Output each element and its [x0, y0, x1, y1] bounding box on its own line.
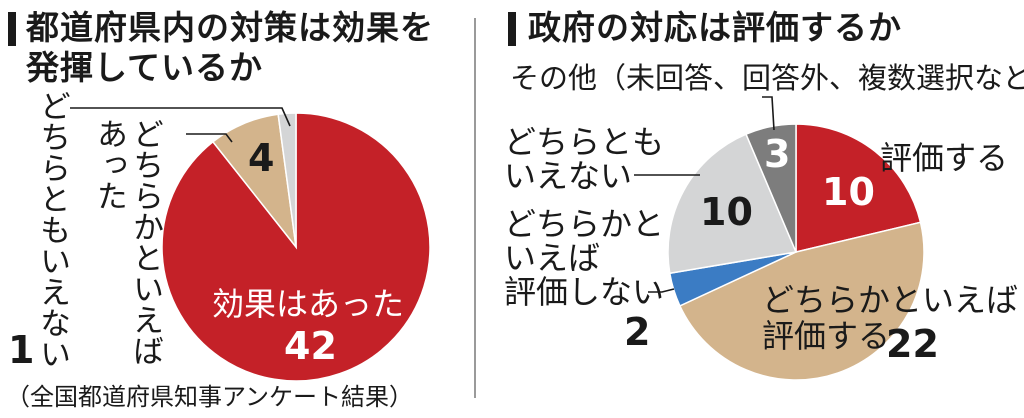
right-label-somewhat-approve-line1: どちらかといえば — [762, 281, 1019, 319]
left-label-somewhat-yes-line1: どちらかといえば — [127, 118, 163, 366]
leader-line-right-somewhat-no — [648, 288, 675, 293]
source-note: （全国都道府県知事アンケート結果） — [6, 383, 414, 411]
panel-divider — [474, 18, 476, 398]
left-title-bar — [8, 12, 16, 46]
right-value-approve: 10 — [822, 170, 875, 214]
right-pie-slice-4 — [745, 123, 797, 253]
right-label-neutral-line1: どちらとも — [504, 123, 665, 161]
left-chart-title-line1: 都道府県内の対策は効果を — [26, 8, 434, 47]
right-label-somewhat-approve-line2: 評価する — [762, 317, 891, 355]
leader-line-left-somewhat-yes — [186, 133, 233, 143]
left-value-neutral: 1 — [8, 328, 35, 372]
leader-line-right-other — [762, 96, 775, 131]
right-title-bar — [508, 12, 516, 46]
left-pie-slice-2 — [277, 112, 297, 248]
right-label-other: その他（未回答、回答外、複数選択など） — [510, 61, 1024, 95]
right-label-neutral-line2: いえない — [504, 157, 633, 195]
right-value-somewhat-no: 2 — [624, 310, 651, 354]
left-chart-title-line2: 発揮しているか — [26, 48, 264, 87]
right-value-neutral: 10 — [700, 190, 753, 234]
right-pie-slice-1 — [678, 221, 925, 381]
right-label-somewhat-no-line2: いえば — [504, 239, 601, 277]
right-label-somewhat-no-line1: どちらかと — [504, 205, 665, 243]
left-value-effective: 42 — [284, 324, 337, 368]
right-pie-slice-0 — [795, 123, 922, 253]
leader-lines — [70, 96, 775, 293]
right-chart-title: 政府の対応は評価するか — [528, 8, 902, 47]
right-value-other: 3 — [764, 132, 791, 176]
left-label-neutral: どちらともいえない — [34, 90, 70, 369]
left-label-effective: 効果はあった — [212, 285, 405, 323]
left-label-somewhat-yes-line2: あった — [91, 118, 127, 211]
right-pie-slice-3 — [667, 133, 798, 275]
right-pie — [667, 123, 925, 381]
left-pie — [161, 112, 431, 382]
left-value-somewhat-yes: 4 — [248, 136, 275, 180]
right-label-somewhat-no-line3: 評価しない — [504, 273, 665, 311]
leader-line-left-neutral — [70, 107, 291, 127]
right-value-somewhat-approve: 22 — [886, 322, 939, 366]
right-label-approve: 評価する — [880, 139, 1009, 177]
